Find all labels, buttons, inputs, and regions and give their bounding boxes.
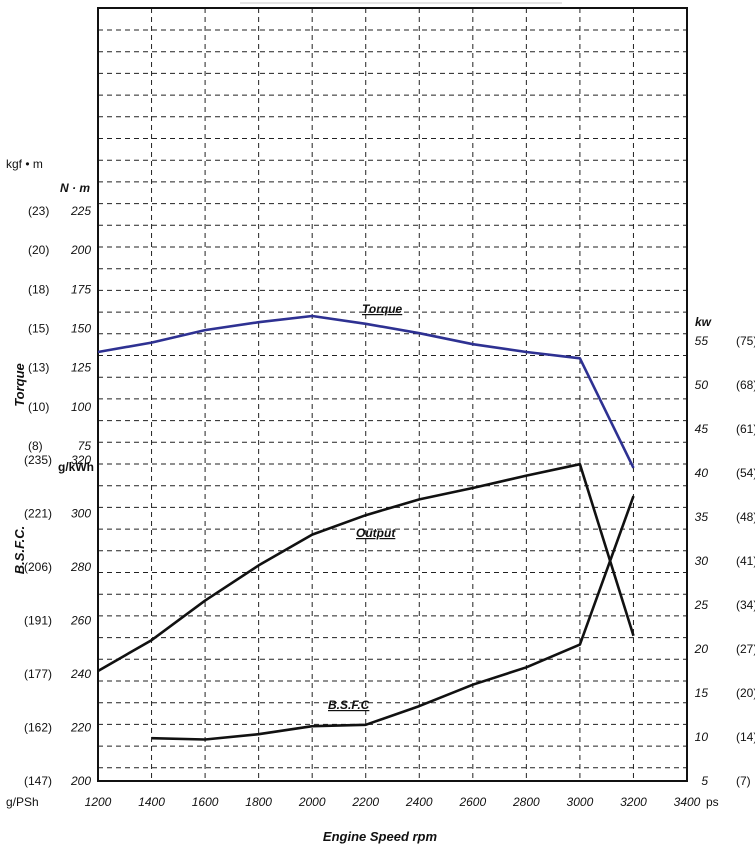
output-alt-tick-label: (54) [736,466,755,480]
bsfc-alt-tick-label: (206) [24,560,52,574]
bsfc-alt-tick-label: (221) [24,507,52,521]
output-alt-tick-label: (20) [736,686,755,700]
output-unit: kw [695,315,712,329]
x-tick-label: 2600 [458,795,486,809]
x-axis-title: Engine Speed rpm [323,829,438,844]
torque-alt-tick-label: (23) [28,204,49,218]
grid [98,8,687,781]
output-tick-label: 10 [695,730,709,744]
bsfc-alt-tick-label: (235) [24,453,52,467]
output-alt-tick-label: (48) [736,510,755,524]
x-tick-label: 2400 [405,795,433,809]
bsfc-unit: g/kWh [58,460,94,474]
torque-axis-title: Torque [12,363,27,407]
output-tick-labels: 55 (75) 50 (68) 45 (61) 40 (54) 35 (48) 30 (41) 25 (3… [694,334,755,788]
torque-tick-labels: (23) 225 (20) 200 (18) 175 (15) 150 (13) 125 (10) 1… [28,204,91,453]
x-tick-label: 2000 [298,795,326,809]
torque-alt-tick-label: (18) [28,282,49,296]
bsfc-tick-label: 220 [70,721,91,735]
torque-alt-tick-label: (20) [28,243,49,257]
output-alt-tick-label: (75) [736,334,755,348]
bsfc-alt-tick-label: (147) [24,774,52,788]
bsfc-tick-label: 260 [70,614,91,628]
torque-alt-unit: kgf • m [6,157,43,171]
bsfc-series-line [151,495,635,741]
bsfc-tick-label: 280 [70,560,91,574]
output-tick-label: 50 [695,378,709,392]
bsfc-tick-label: 300 [71,507,91,521]
bsfc-tick-label: 320 [71,453,91,467]
torque-unit: N · m [60,181,90,195]
output-tick-label: 5 [701,774,708,788]
torque-alt-tick-label: (8) [28,439,43,453]
torque-tick-label: 125 [71,361,91,375]
bsfc-tick-label: 240 [70,667,91,681]
x-tick-label: 3200 [620,795,647,809]
torque-tick-label: 200 [70,243,91,257]
output-series-line [97,462,635,673]
x-tick-label: 1400 [138,795,165,809]
output-alt-tick-label: (34) [736,598,755,612]
torque-tick-label: 225 [70,204,91,218]
output-tick-label: 20 [694,642,709,656]
torque-alt-tick-label: (13) [28,361,49,375]
x-tick-label: 1800 [245,795,272,809]
bsfc-alt-tick-label: (177) [24,667,52,681]
output-alt-tick-label: (27) [736,642,755,656]
output-tick-label: 45 [695,422,709,436]
output-alt-tick-label: (41) [736,554,755,568]
output-tick-label: 30 [695,554,709,568]
torque-tick-label: 75 [78,439,92,453]
output-tick-label: 35 [695,510,709,524]
x-tick-label: 3400 [674,795,701,809]
output-alt-tick-label: (61) [736,422,755,436]
output-alt-tick-label: (68) [736,378,755,392]
bsfc-axis-title: B.S.F.C. [12,526,27,574]
output-alt-unit: ps [706,795,719,809]
x-tick-label: 2200 [351,795,379,809]
bsfc-alt-unit: g/PSh [6,795,39,809]
bsfc-tick-label: 200 [70,774,91,788]
output-tick-label: 40 [695,466,709,480]
x-tick-label: 2800 [512,795,540,809]
torque-alt-tick-label: (15) [28,322,49,336]
series-layer [97,314,635,741]
torque-series-line [97,314,635,469]
output-series-label: Output [356,526,396,540]
output-tick-label: 55 [695,334,709,348]
torque-alt-tick-label: (10) [28,400,49,414]
output-tick-label: 15 [695,686,709,700]
output-alt-tick-label: (7) [736,774,751,788]
output-alt-tick-label: (14) [736,730,755,744]
x-tick-label: 1200 [85,795,112,809]
bsfc-alt-tick-label: (162) [24,721,52,735]
plot-frame [97,7,688,782]
torque-tick-label: 175 [71,282,91,296]
x-axis-tick-labels: 1200 1400 1600 1800 2000 2200 2400 2600 2800 3000… [85,795,701,809]
bsfc-tick-labels: (235) 320 (221) 300 (206) 280 (191) 260 (177) 240… [24,453,91,788]
bsfc-series-label: B.S.F.C [328,698,370,712]
torque-tick-label: 100 [71,400,91,414]
output-tick-label: 25 [694,598,709,612]
bsfc-alt-tick-label: (191) [24,614,52,628]
torque-tick-label: 150 [71,322,91,336]
x-tick-label: 3000 [567,795,594,809]
x-tick-label: 1600 [192,795,219,809]
torque-series-label: Torque [362,302,403,316]
